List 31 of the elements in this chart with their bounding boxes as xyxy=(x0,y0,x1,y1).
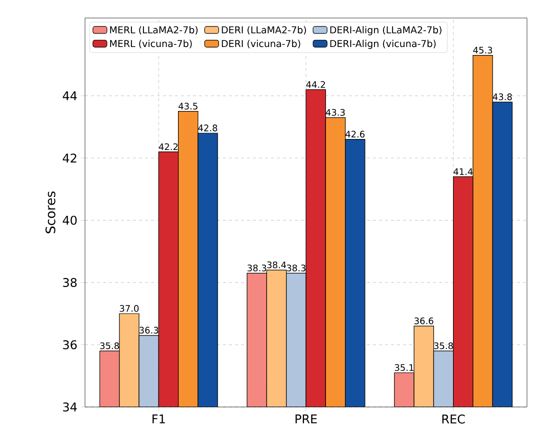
data-label: 36.6 xyxy=(414,317,434,324)
y-tick-label: 38 xyxy=(63,278,77,288)
y-tick-label: 42 xyxy=(62,154,76,162)
data-label: 42.8 xyxy=(198,124,218,132)
data-label: 36.3 xyxy=(140,326,158,334)
x-tick-label: F1 xyxy=(152,414,165,424)
data-label: 37.0 xyxy=(120,305,139,312)
data-label: 44.2 xyxy=(306,81,325,88)
y-tick-label: 36 xyxy=(63,340,77,350)
data-label: 43.5 xyxy=(178,102,198,110)
y-tick-label: 34 xyxy=(63,402,77,412)
data-label: 35.8 xyxy=(434,342,453,350)
data-label: 35.1 xyxy=(394,364,414,371)
data-label: 38.4 xyxy=(267,261,286,268)
y-tick-label: 44 xyxy=(62,91,77,100)
y-axis-title: Scores xyxy=(46,192,56,234)
legend-label: DERI-Align (LLaMA2-7b) xyxy=(330,26,442,36)
data-label: 38.3 xyxy=(248,264,266,272)
x-tick-label: PRE xyxy=(296,414,317,424)
data-label: 42.2 xyxy=(158,143,178,150)
data-label: 38.3 xyxy=(286,264,306,272)
legend-label: DERI-Align (vicuna-7b) xyxy=(330,40,436,49)
data-label: 42.6 xyxy=(346,130,365,138)
legend-label: DERI (vicuna-7b) xyxy=(222,40,300,48)
legend-label: MERL (vicuna-7b) xyxy=(110,40,192,48)
x-tick-label: REC xyxy=(442,414,465,424)
legend-label: DERI (LLaMA2-7b) xyxy=(222,26,306,35)
legend-label: MERL (LLaMA2-7b) xyxy=(110,26,198,35)
data-label: 45.3 xyxy=(473,46,492,54)
y-tick-label: 40 xyxy=(62,216,77,225)
data-label: 35.8 xyxy=(100,342,119,350)
